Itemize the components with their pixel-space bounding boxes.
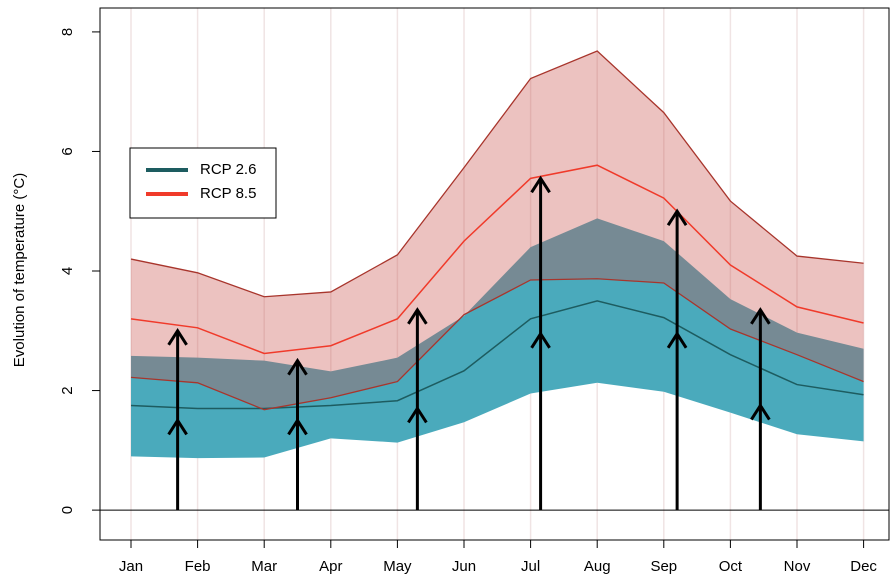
arrow-mid: [167, 417, 188, 436]
arrow-mid: [287, 417, 308, 436]
x-tick-label: Jul: [521, 558, 540, 575]
band: [131, 51, 864, 410]
y-axis-label: Evolution of temperature (°C): [11, 173, 28, 367]
y-tick-label: 8: [59, 28, 76, 36]
x-tick-label: Aug: [584, 558, 611, 575]
arrow-head: [530, 175, 551, 194]
x-tick-label: Feb: [185, 558, 211, 575]
band-edge: [130, 50, 864, 298]
x-tick-label: Dec: [850, 558, 877, 575]
legend-label: RCP 8.5: [200, 185, 256, 202]
arrow-head: [750, 307, 771, 325]
x-tick-label: Oct: [719, 558, 743, 575]
x-tick-label: Mar: [251, 558, 277, 575]
y-tick-label: 6: [59, 147, 76, 155]
arrow-mid: [666, 331, 688, 349]
y-tick-label: 0: [59, 506, 76, 514]
x-tick-label: Nov: [784, 558, 811, 575]
mean-line: [130, 164, 864, 355]
arrow-head: [167, 328, 188, 346]
legend-box: [129, 147, 277, 219]
arrow-head: [287, 357, 308, 376]
band: [131, 218, 864, 459]
x-tick-label: Apr: [319, 558, 342, 575]
plot-frame: [99, 7, 890, 541]
legend-label: RCP 2.6: [200, 161, 256, 178]
x-tick-label: Jan: [119, 558, 143, 575]
arrow-head: [407, 307, 428, 325]
band-edge: [130, 278, 864, 411]
mean-line: [130, 300, 864, 410]
x-tick-label: May: [383, 558, 412, 575]
arrow-head: [666, 208, 688, 227]
y-tick-label: 2: [59, 386, 76, 394]
x-tick-label: Jun: [452, 558, 476, 575]
arrow-mid: [750, 402, 771, 421]
y-tick-label: 4: [59, 267, 76, 275]
arrow-mid: [530, 331, 551, 349]
arrow-mid: [407, 405, 428, 424]
x-tick-label: Sep: [650, 558, 677, 575]
